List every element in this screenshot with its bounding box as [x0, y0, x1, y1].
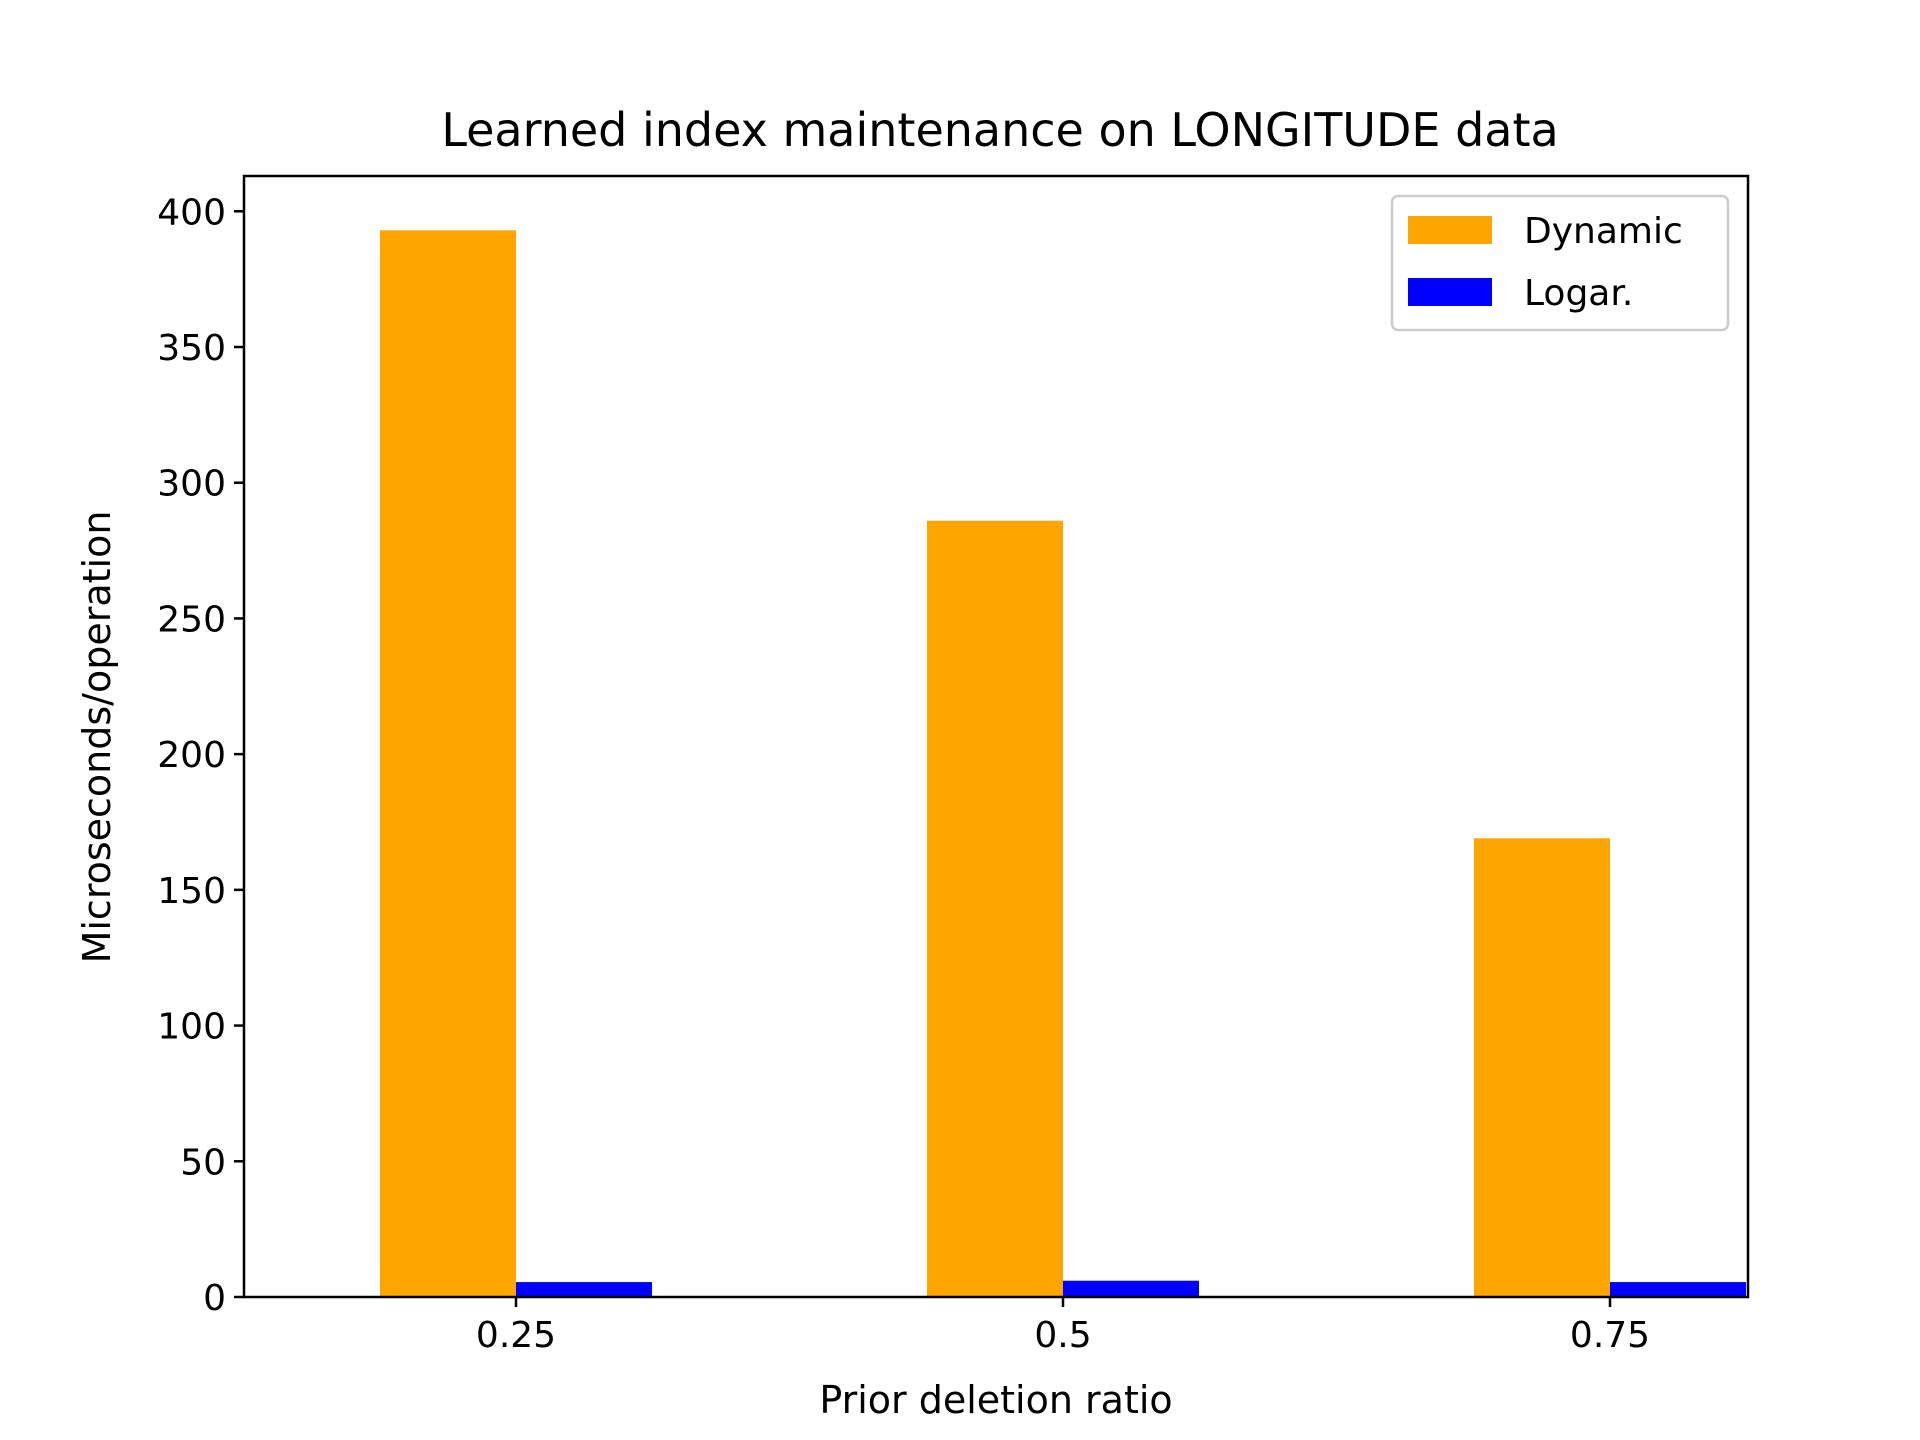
y-tick-label: 50 — [180, 1142, 226, 1183]
x-tick-label: 0.25 — [476, 1315, 556, 1356]
legend-swatch-logar — [1408, 278, 1492, 306]
y-tick-label: 150 — [157, 871, 226, 912]
y-tick-label: 400 — [157, 192, 226, 233]
y-tick-label: 0 — [203, 1278, 226, 1319]
y-tick-label: 300 — [157, 464, 226, 505]
bar-logar-0-25 — [516, 1282, 652, 1297]
bar-dynamic-0-5 — [927, 520, 1063, 1297]
bar-dynamic-0-25 — [380, 230, 516, 1297]
bar-logar-0-5 — [1063, 1280, 1199, 1297]
legend: Dynamic Logar. — [1390, 194, 1730, 332]
x-tick-label: 0.75 — [1570, 1315, 1650, 1356]
bars-layer — [380, 230, 1746, 1297]
y-tick-label: 350 — [157, 328, 226, 369]
y-tick-label: 250 — [157, 599, 226, 640]
bar-dynamic-0-75 — [1474, 838, 1610, 1297]
y-tick-label: 100 — [157, 1007, 226, 1048]
y-axis: 0 50 100 150 200 250 300 350 400 — [157, 192, 244, 1319]
chart-title: Learned index maintenance on LONGITUDE d… — [441, 103, 1558, 157]
legend-swatch-dynamic — [1408, 216, 1492, 244]
plot-area-frame — [242, 174, 1750, 1299]
x-axis-label: Prior deletion ratio — [819, 1378, 1172, 1422]
legend-label-logar: Logar. — [1524, 273, 1633, 314]
x-tick-label: 0.5 — [1034, 1315, 1091, 1356]
legend-label-dynamic: Dynamic — [1524, 211, 1683, 252]
y-axis-label: Microseconds/operation — [75, 511, 119, 964]
bar-logar-0-75 — [1610, 1282, 1746, 1297]
x-axis: 0.25 0.5 0.75 — [476, 1297, 1650, 1356]
y-tick-label: 200 — [157, 735, 226, 776]
